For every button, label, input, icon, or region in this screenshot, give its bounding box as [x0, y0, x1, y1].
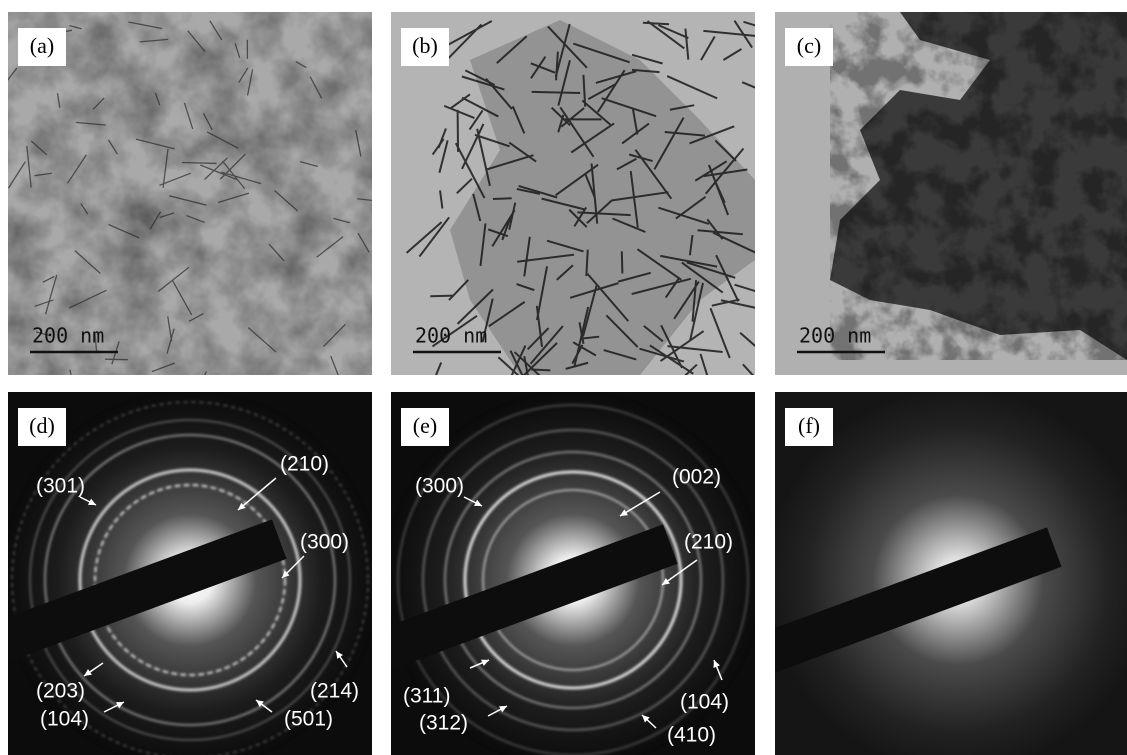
reflection-label: (311) [403, 685, 450, 708]
reflection-label: (203) [36, 680, 85, 703]
scale-bar-label: 200 nm [32, 324, 104, 348]
needle [182, 163, 217, 164]
figure: (a) 200 nm (b) 200 nm (c) 200 nm (d) (301) (210)… [0, 0, 1127, 755]
reflection-label: (301) [36, 475, 85, 498]
needle [430, 296, 453, 297]
panel-label: (b) [412, 33, 438, 58]
needle [531, 370, 550, 371]
reflection-label: (501) [284, 708, 333, 731]
reflection-label: (210) [280, 453, 329, 476]
scale-bar-label: 200 nm [415, 324, 487, 348]
reflection-label: (312) [419, 712, 468, 735]
needle [493, 198, 512, 199]
scale-bar-label: 200 nm [799, 324, 871, 348]
reflection-label: (104) [40, 708, 89, 731]
tem-image-c [775, 12, 1127, 375]
reflection-label: (410) [667, 724, 716, 747]
panel-label: (a) [30, 33, 54, 58]
panel-label: (d) [29, 413, 55, 438]
panel-label: (e) [413, 413, 437, 438]
needle [105, 359, 128, 360]
saed-pattern-f [719, 390, 1127, 755]
needle [622, 251, 623, 273]
reflection-label: (104) [680, 691, 729, 714]
reflection-label: (214) [310, 680, 359, 703]
reflection-label: (300) [300, 531, 349, 554]
reflection-label: (300) [415, 475, 464, 498]
panel-label: (f) [798, 413, 820, 438]
panel-label: (c) [797, 33, 821, 58]
reflection-label: (210) [684, 531, 733, 554]
reflection-label: (002) [672, 466, 721, 489]
needle [532, 92, 581, 93]
